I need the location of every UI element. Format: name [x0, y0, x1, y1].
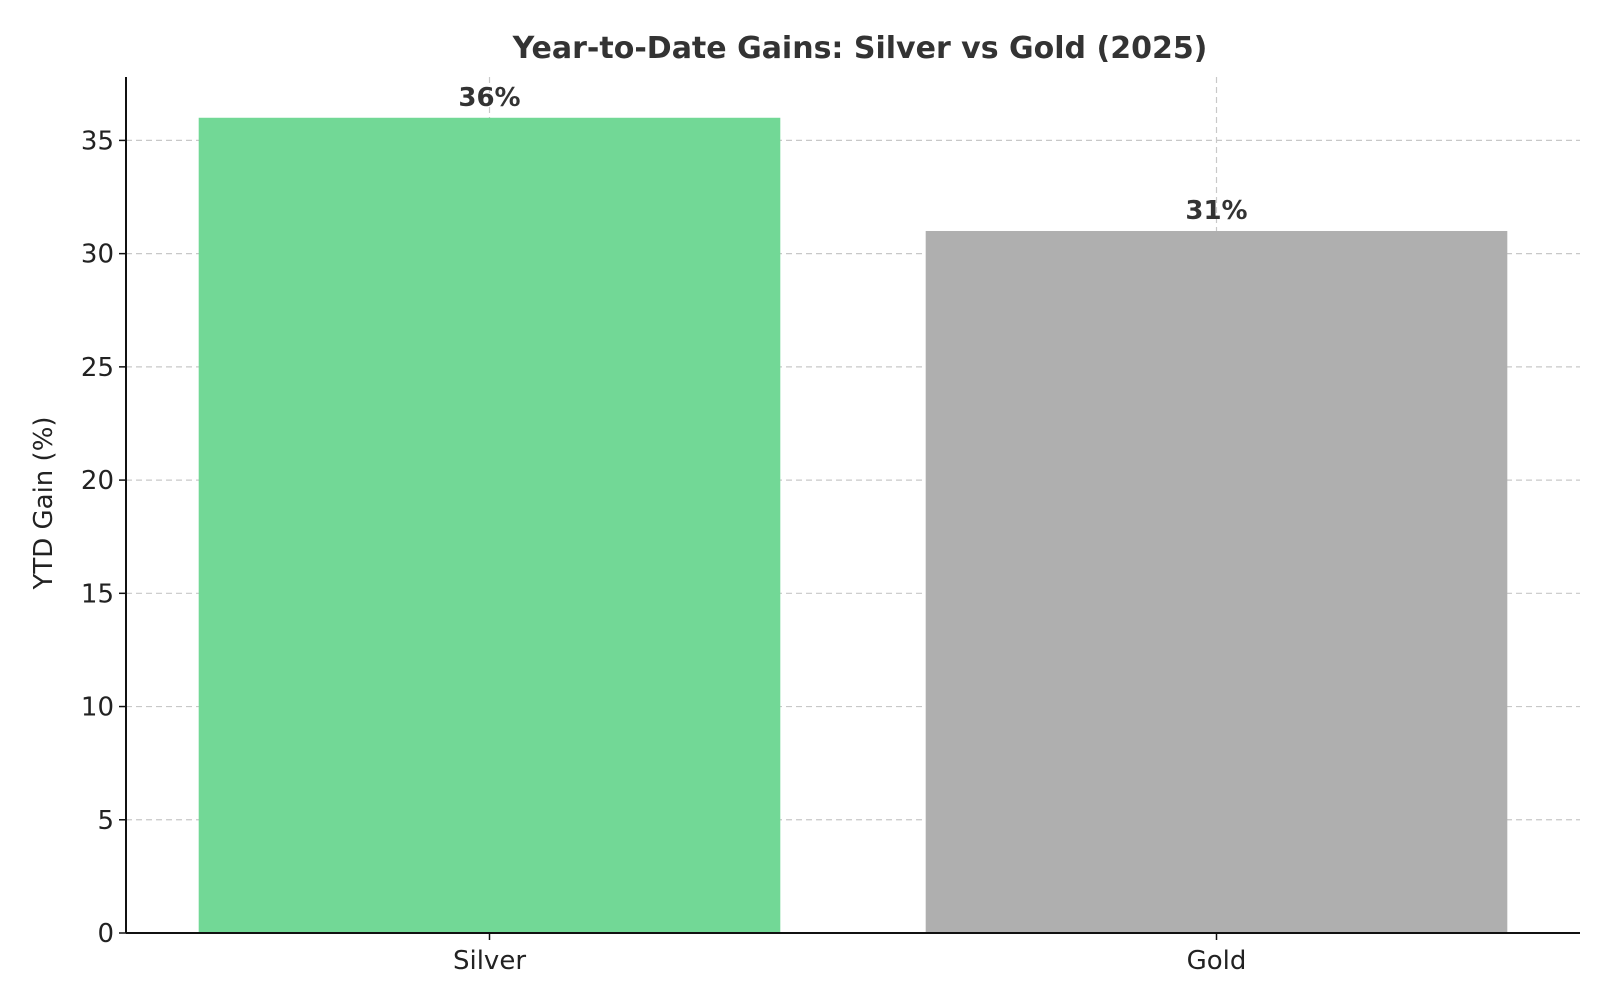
x-tick-label-gold: Gold: [1187, 946, 1247, 976]
y-tick-label: 25: [81, 353, 114, 383]
y-axis-label: YTD Gain (%): [29, 416, 59, 590]
y-tick-label: 5: [97, 806, 114, 836]
y-tick-label: 10: [81, 693, 114, 723]
y-tick-label: 30: [81, 240, 114, 270]
data-label-gold: 31%: [1185, 196, 1247, 226]
y-tick-label: 0: [97, 919, 114, 949]
labels: 0 5 10 15 20 25 30 35 Silver Gold 36% 31%: [81, 83, 1248, 976]
x-tick-label-silver: Silver: [453, 946, 526, 976]
y-tick-label: 35: [81, 126, 114, 156]
axes: [119, 77, 1580, 940]
y-tick-label: 15: [81, 579, 114, 609]
data-label-silver: 36%: [458, 83, 520, 113]
y-tick-label: 20: [81, 466, 114, 496]
chart-title: Year-to-Date Gains: Silver vs Gold (2025…: [512, 31, 1208, 66]
bar-silver: [198, 117, 781, 933]
bar-gold: [925, 230, 1508, 934]
bars: [198, 117, 1508, 934]
